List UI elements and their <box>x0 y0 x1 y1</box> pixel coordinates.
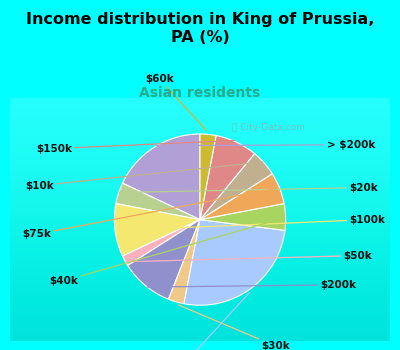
Text: $30k: $30k <box>178 305 290 350</box>
Wedge shape <box>200 134 216 220</box>
Wedge shape <box>184 220 285 305</box>
Text: Ⓜ City-Data.com: Ⓜ City-Data.com <box>232 123 304 132</box>
Wedge shape <box>128 220 200 299</box>
Text: $75k: $75k <box>22 188 279 239</box>
Wedge shape <box>200 135 254 220</box>
Text: $200k: $200k <box>147 280 356 290</box>
Wedge shape <box>114 204 200 256</box>
Text: $10k: $10k <box>25 162 263 190</box>
Text: $20k: $20k <box>120 182 378 192</box>
Text: Income distribution in King of Prussia,
PA (%): Income distribution in King of Prussia, … <box>26 12 374 45</box>
Wedge shape <box>122 220 200 266</box>
Text: $150k: $150k <box>36 140 234 154</box>
Text: Asian residents: Asian residents <box>139 86 261 100</box>
Wedge shape <box>116 183 200 220</box>
Text: $40k: $40k <box>49 218 285 286</box>
Text: $60k: $60k <box>145 74 206 131</box>
Text: $125k: $125k <box>164 293 250 350</box>
Wedge shape <box>122 134 200 220</box>
Text: $100k: $100k <box>116 215 385 231</box>
Wedge shape <box>200 154 272 220</box>
Text: $50k: $50k <box>126 251 372 262</box>
Wedge shape <box>200 174 284 220</box>
Wedge shape <box>168 220 200 304</box>
Wedge shape <box>200 204 286 230</box>
Text: > $200k: > $200k <box>156 140 375 150</box>
